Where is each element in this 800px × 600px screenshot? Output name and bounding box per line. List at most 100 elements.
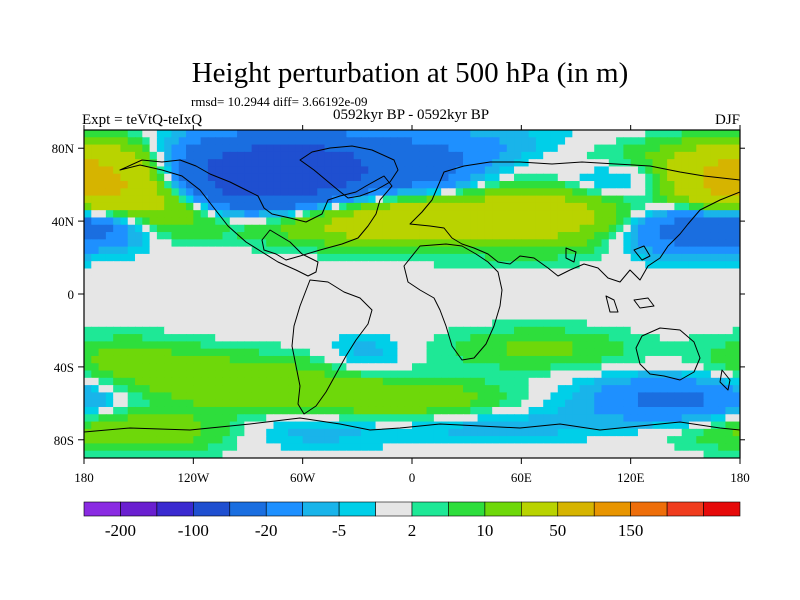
field-cell bbox=[222, 224, 231, 233]
field-cell bbox=[470, 334, 479, 342]
field-cell bbox=[215, 137, 224, 146]
field-cell bbox=[353, 297, 362, 306]
field-cell bbox=[652, 224, 661, 233]
field-cell bbox=[229, 210, 238, 219]
field-cell bbox=[375, 348, 384, 357]
field-cell bbox=[280, 319, 289, 328]
field-cell bbox=[193, 188, 202, 197]
colorbar-label: -20 bbox=[255, 521, 278, 540]
field-cell bbox=[295, 436, 304, 445]
field-cell bbox=[565, 312, 573, 321]
field-cell bbox=[207, 173, 216, 182]
field-cell bbox=[171, 363, 180, 372]
field-cell bbox=[288, 377, 296, 386]
field-cell bbox=[514, 181, 522, 189]
field-cell bbox=[586, 261, 595, 270]
field-cell bbox=[521, 188, 530, 197]
field-cell bbox=[419, 181, 428, 189]
field-cell bbox=[470, 348, 479, 357]
field-cell bbox=[696, 166, 705, 175]
field-cell bbox=[601, 385, 610, 393]
field-cell bbox=[521, 261, 530, 270]
field-cell bbox=[324, 261, 333, 270]
field-cell bbox=[674, 377, 683, 386]
field-cell bbox=[594, 414, 603, 423]
field-cell bbox=[688, 436, 697, 445]
field-cell bbox=[557, 428, 566, 437]
field-cell bbox=[280, 195, 289, 204]
field-cell bbox=[404, 414, 413, 423]
field-cell bbox=[535, 151, 544, 160]
field-cell bbox=[200, 421, 209, 430]
field-cell bbox=[470, 166, 479, 175]
field-cell bbox=[550, 232, 559, 240]
field-cell bbox=[390, 341, 399, 350]
field-cell bbox=[601, 363, 610, 372]
field-cell bbox=[718, 414, 727, 423]
field-cell bbox=[368, 268, 377, 277]
field-cell bbox=[178, 326, 187, 335]
field-cell bbox=[120, 195, 129, 204]
field-cell bbox=[222, 406, 231, 415]
field-cell bbox=[652, 355, 661, 364]
field-cell bbox=[521, 414, 530, 423]
field-cell bbox=[637, 312, 646, 321]
field-cell bbox=[433, 268, 442, 277]
field-cell bbox=[164, 341, 173, 350]
field-cell bbox=[149, 210, 158, 219]
field-cell bbox=[426, 377, 435, 386]
field-cell bbox=[98, 385, 107, 393]
field-cell bbox=[339, 406, 347, 415]
field-cell bbox=[514, 377, 522, 386]
field-cell bbox=[594, 268, 603, 277]
field-cell bbox=[732, 232, 740, 240]
field-cell bbox=[113, 224, 122, 233]
field-cell bbox=[127, 130, 136, 138]
field-cell bbox=[120, 348, 129, 357]
field-cell bbox=[266, 239, 275, 248]
field-cell bbox=[317, 406, 326, 415]
field-cell bbox=[237, 363, 245, 372]
field-cell bbox=[397, 159, 406, 168]
field-cell bbox=[309, 392, 318, 401]
field-cell bbox=[302, 290, 311, 299]
field-cell bbox=[382, 246, 391, 255]
field-cell bbox=[696, 355, 705, 364]
field-cell bbox=[229, 297, 238, 306]
field-cell bbox=[127, 239, 136, 248]
field-cell bbox=[339, 151, 347, 160]
field-cell bbox=[324, 421, 333, 430]
field-cell bbox=[178, 355, 187, 364]
field-cell bbox=[251, 377, 260, 386]
field-cell bbox=[244, 334, 253, 342]
field-cell bbox=[441, 399, 450, 408]
field-cell bbox=[280, 275, 289, 284]
field-cell bbox=[193, 181, 202, 189]
field-cell bbox=[84, 275, 92, 284]
field-cell bbox=[309, 202, 318, 211]
field-cell bbox=[120, 144, 129, 153]
field-cell bbox=[368, 217, 377, 226]
field-cell bbox=[412, 392, 420, 401]
field-cell bbox=[608, 290, 617, 299]
field-cell bbox=[404, 253, 413, 262]
field-cell bbox=[674, 283, 683, 291]
field-cell bbox=[135, 253, 143, 262]
field-cell bbox=[652, 261, 661, 270]
field-cell bbox=[594, 173, 603, 182]
field-cell bbox=[601, 253, 610, 262]
field-cell bbox=[295, 319, 304, 328]
field-cell bbox=[616, 246, 624, 255]
field-cell bbox=[732, 348, 740, 357]
field-cell bbox=[514, 421, 522, 430]
field-cell bbox=[84, 392, 92, 401]
field-cell bbox=[732, 217, 740, 226]
field-cell bbox=[382, 450, 391, 458]
field-cell bbox=[244, 224, 253, 233]
field-cell bbox=[703, 188, 712, 197]
field-cell bbox=[543, 377, 552, 386]
field-cell bbox=[353, 181, 362, 189]
field-cell bbox=[171, 151, 180, 160]
field-cell bbox=[681, 326, 690, 335]
field-cell bbox=[156, 421, 165, 430]
